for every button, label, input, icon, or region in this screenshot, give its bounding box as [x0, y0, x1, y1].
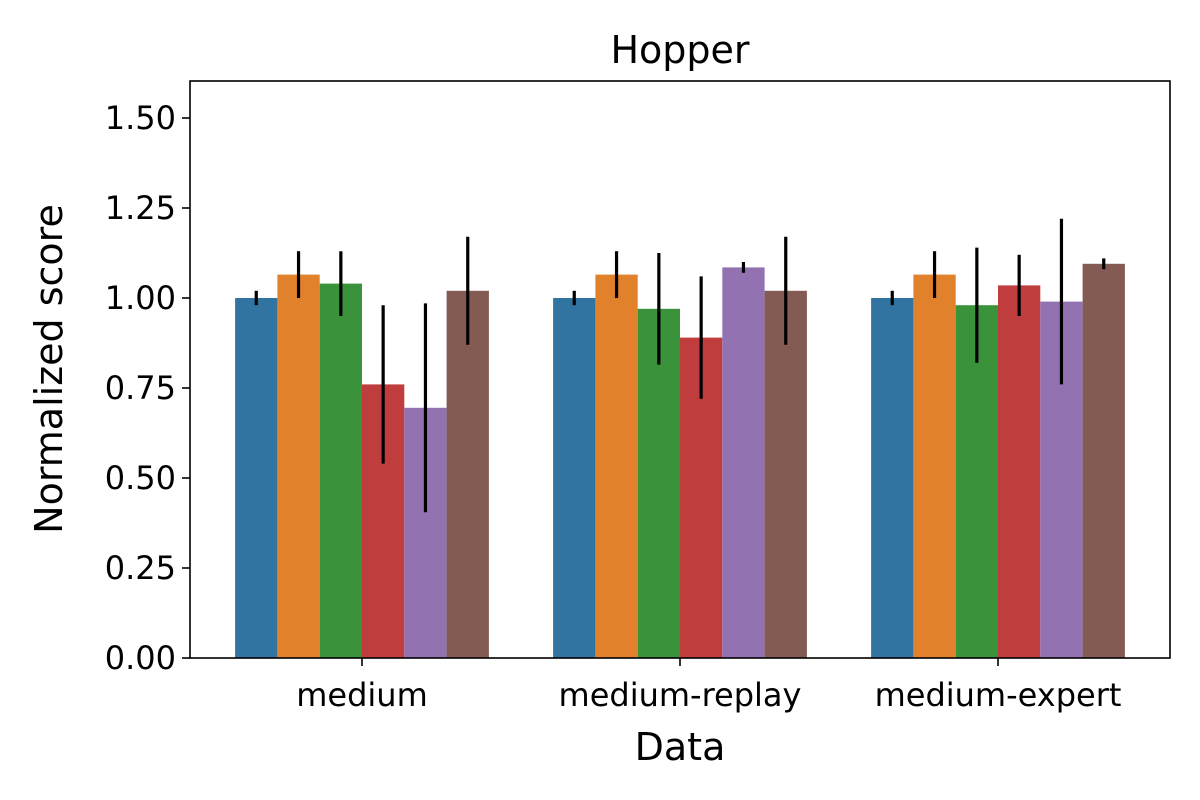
- y-axis: 0.00 0.25 0.50 0.75 1.00 1.25 1.50: [105, 99, 190, 677]
- x-tick-label-medium-expert: medium-expert: [875, 676, 1122, 714]
- chart-title: Hopper: [610, 28, 749, 72]
- bar-medium-expert-series-6: [1082, 263, 1125, 658]
- y-tick-label: 1.25: [105, 189, 176, 227]
- error-bars-layer: [254, 218, 1106, 513]
- bar-medium-series-3: [319, 283, 362, 658]
- bar-medium-series-1: [235, 298, 278, 658]
- bar-medium-series-2: [277, 274, 320, 658]
- y-tick-label: 1.50: [105, 99, 176, 137]
- x-axis-title: Data: [635, 725, 726, 769]
- bar-medium-expert-series-2: [913, 274, 956, 658]
- y-axis-title: Normalized score: [27, 204, 71, 534]
- bar-medium-replay-series-1: [553, 298, 596, 658]
- bar-medium-replay-series-3: [637, 308, 680, 658]
- x-axis: medium medium-replay medium-expert: [296, 658, 1121, 714]
- y-tick-label: 1.00: [105, 279, 176, 317]
- bar-medium-series-6: [446, 290, 489, 658]
- bars-layer: [235, 263, 1125, 658]
- x-tick-label-medium: medium: [296, 676, 428, 714]
- y-tick-label: 0.50: [105, 459, 176, 497]
- y-tick-label: 0.75: [105, 369, 176, 407]
- bar-medium-expert-series-1: [871, 298, 914, 658]
- bar-medium-replay-series-2: [595, 274, 638, 658]
- y-tick-label: 0.00: [105, 639, 176, 677]
- bar-medium-replay-series-6: [764, 290, 807, 658]
- bar-medium-expert-series-4: [998, 285, 1041, 658]
- bar-medium-expert-series-3: [955, 305, 998, 658]
- bar-medium-replay-series-5: [722, 267, 765, 658]
- y-tick-label: 0.25: [105, 549, 176, 587]
- x-tick-label-medium-replay: medium-replay: [559, 676, 802, 714]
